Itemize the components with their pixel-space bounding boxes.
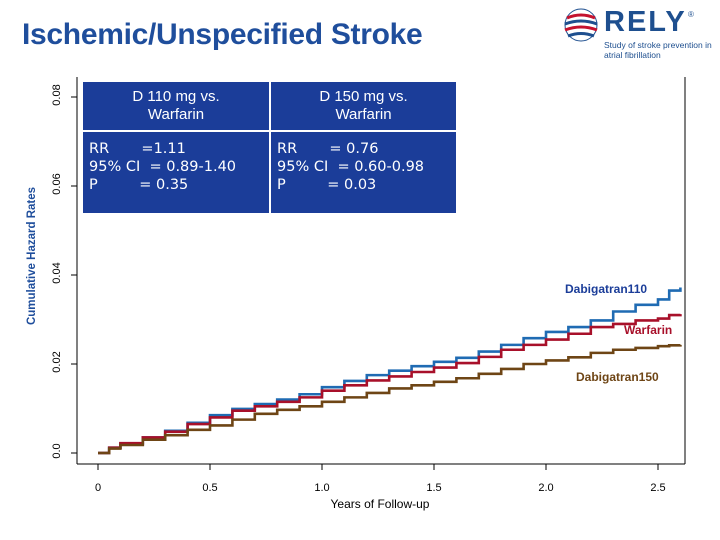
box-heading-d110: D 110 mg vs. Warfarin <box>132 88 220 123</box>
x-tick-label: 0 <box>94 482 102 494</box>
series-line-dabigatran150 <box>98 344 682 455</box>
logo-tagline: Study of stroke prevention in atrial fib… <box>604 40 712 60</box>
box-divider-horizontal <box>83 130 456 132</box>
series-label-dabigatran110: Dabigatran110 <box>565 282 648 296</box>
box-stats-d110: RR =1.11 95% CI = 0.89-1.40 P = 0.35 <box>89 141 237 193</box>
page-title: Ischemic/Unspecified Stroke <box>22 18 423 51</box>
x-tick-label: 1.5 <box>426 482 442 494</box>
x-axis-label: Years of Follow-up <box>330 497 430 511</box>
comparison-box: D 110 mg vs. Warfarin D 150 mg vs. Warfa… <box>83 82 456 213</box>
y-tick-label: 0.02 <box>51 351 63 373</box>
y-axis-label: Cumulative Hazard Rates <box>26 186 38 326</box>
y-tick-label: 0.04 <box>51 262 63 284</box>
rely-logo: RELY ® Study of stroke prevention in atr… <box>560 4 720 64</box>
chart-axes <box>71 77 686 470</box>
globe-icon <box>564 8 598 42</box>
x-tick-label: 2.0 <box>538 482 554 494</box>
box-divider-vertical <box>269 82 271 213</box>
y-tick-label: 0.08 <box>51 84 63 106</box>
box-heading-d150: D 150 mg vs. Warfarin <box>319 88 408 123</box>
logo-registered-mark: ® <box>688 10 694 19</box>
x-tick-label: 0.5 <box>202 482 218 494</box>
logo-wordmark: RELY <box>604 6 687 38</box>
y-tick-label: 0.0 <box>51 443 63 459</box>
series-label-dabigatran150: Dabigatran150 <box>576 370 659 384</box>
series-label-warfarin: Warfarin <box>624 323 673 337</box>
chart-series <box>98 287 682 455</box>
box-stats-d150: RR = 0.76 95% CI = 0.60-0.98 P = 0.03 <box>277 141 425 193</box>
y-tick-label: 0.06 <box>51 173 63 195</box>
x-tick-label: 2.5 <box>650 482 666 494</box>
x-tick-label: 1.0 <box>314 482 330 494</box>
